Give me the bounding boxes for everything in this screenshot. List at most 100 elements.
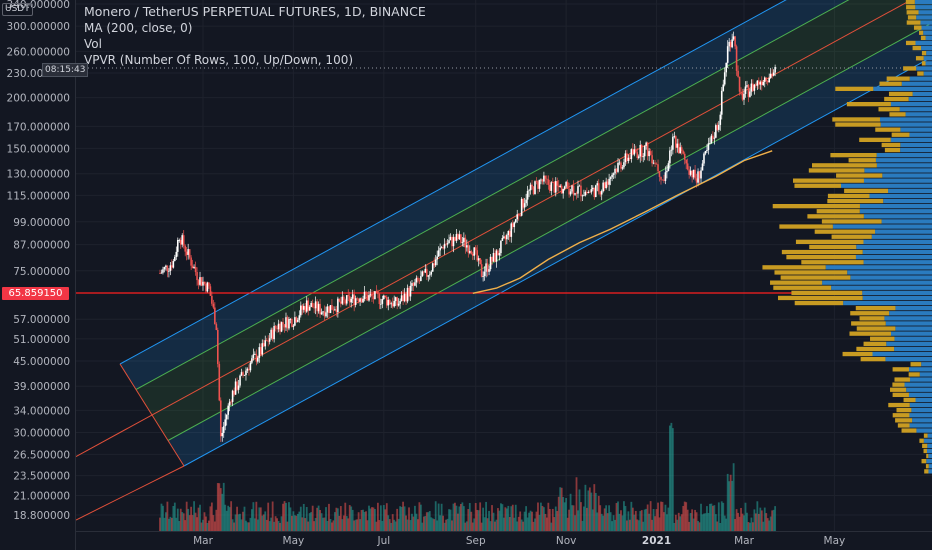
candle-body xyxy=(265,340,268,342)
vp-row-down xyxy=(851,321,886,326)
candle-body xyxy=(682,151,685,154)
vp-row-up xyxy=(909,377,932,382)
vp-row-down xyxy=(912,45,922,51)
vp-row-up xyxy=(925,61,932,66)
volume-bar xyxy=(676,519,679,531)
candle-body xyxy=(752,83,754,91)
candle-body xyxy=(417,277,419,281)
volume-bar xyxy=(286,521,289,531)
indicator-ma[interactable]: MA (200, close, 0) xyxy=(84,21,193,35)
time-axis[interactable]: Mar May Jul Sep Nov 2021 Mar May xyxy=(193,535,845,547)
candle-body xyxy=(612,173,615,175)
candle-body xyxy=(667,163,670,171)
volume-bar xyxy=(639,511,642,531)
volume-bar xyxy=(763,507,766,531)
volume-bar xyxy=(209,506,212,531)
volume-bar xyxy=(719,522,722,531)
vp-row-up xyxy=(928,453,932,459)
volume-bar xyxy=(405,515,407,531)
volume-bar xyxy=(184,520,187,531)
candle-body xyxy=(726,46,729,63)
candle-body xyxy=(316,301,318,312)
channel-upper-line xyxy=(119,0,787,365)
vp-row-up xyxy=(890,331,932,336)
price-label: 115.000000 xyxy=(7,190,70,202)
candle-body xyxy=(766,81,769,83)
volume-bar xyxy=(285,502,287,531)
candle-body xyxy=(166,265,169,272)
volume-bar xyxy=(202,519,204,531)
vp-row-up xyxy=(862,295,932,301)
candle-body xyxy=(713,137,716,139)
volume-bar xyxy=(440,503,443,531)
volume-bar xyxy=(491,505,493,531)
candle-body xyxy=(178,239,181,241)
vp-row-down xyxy=(830,153,877,158)
volume-bar xyxy=(237,514,240,531)
vp-row-up xyxy=(909,413,932,418)
candle-body xyxy=(285,317,287,328)
candle-body xyxy=(503,236,505,238)
candle-body xyxy=(283,324,286,328)
indicator-vol[interactable]: Vol xyxy=(84,37,102,51)
volume-bar xyxy=(523,511,526,531)
candle-body xyxy=(697,171,699,183)
volume-bar xyxy=(436,520,439,531)
volume-bar xyxy=(630,501,633,531)
chart-legend[interactable]: Monero / TetherUS PERPETUAL FUTURES, 1D,… xyxy=(84,4,426,68)
vp-row-down xyxy=(875,127,901,132)
volume-bar xyxy=(559,487,562,531)
volume-bar xyxy=(342,515,345,531)
volume-bar xyxy=(489,521,492,531)
candle-body xyxy=(543,175,545,182)
candle-body xyxy=(171,265,173,268)
vp-row-up xyxy=(843,300,932,306)
volume-bar xyxy=(253,518,256,531)
candle-body xyxy=(735,46,738,71)
volume-bar xyxy=(627,511,630,531)
volume-bar xyxy=(550,522,553,531)
vp-row-down xyxy=(863,341,887,346)
candle-body xyxy=(494,253,496,262)
volume-bar xyxy=(720,501,723,531)
candle-body xyxy=(571,185,573,192)
candle-body xyxy=(405,293,407,302)
volume-bar xyxy=(726,473,729,531)
volume-bar xyxy=(227,505,230,531)
vp-row-up xyxy=(869,193,932,199)
candle-body xyxy=(387,299,390,306)
volume-bar xyxy=(689,512,692,531)
volume-bar xyxy=(698,522,701,531)
volume-bar xyxy=(375,521,378,531)
candle-body xyxy=(554,181,557,193)
volume-bar xyxy=(634,510,637,531)
vp-row-down xyxy=(905,0,915,5)
price-label: 57.000000 xyxy=(13,314,70,326)
vp-row-up xyxy=(919,372,932,377)
candle-body xyxy=(286,317,289,329)
candle-body xyxy=(771,73,773,76)
candle-body xyxy=(621,167,624,169)
candle-body xyxy=(679,147,682,154)
candle-body xyxy=(345,295,348,304)
volume-bar xyxy=(766,518,769,531)
candle-body xyxy=(560,185,563,194)
volume-bar xyxy=(388,519,391,531)
candle-body xyxy=(651,155,653,164)
candle-body xyxy=(206,282,209,292)
candle-body xyxy=(211,295,213,304)
volume-bar xyxy=(522,521,525,531)
volume-bar xyxy=(345,516,348,531)
symbol-title[interactable]: Monero / TetherUS PERPETUAL FUTURES, 1D,… xyxy=(84,4,426,19)
candle-body xyxy=(357,299,360,302)
candle-body xyxy=(658,171,661,177)
candle-body xyxy=(568,188,570,195)
candle-body xyxy=(396,297,398,306)
candle-body xyxy=(698,171,701,179)
volume-bar xyxy=(542,507,545,531)
volume-bar xyxy=(371,507,373,531)
indicator-vpvr[interactable]: VPVR (Number Of Rows, 100, Up/Down, 100) xyxy=(84,53,354,67)
volume-bar xyxy=(623,501,625,531)
vp-row-up xyxy=(901,81,932,86)
